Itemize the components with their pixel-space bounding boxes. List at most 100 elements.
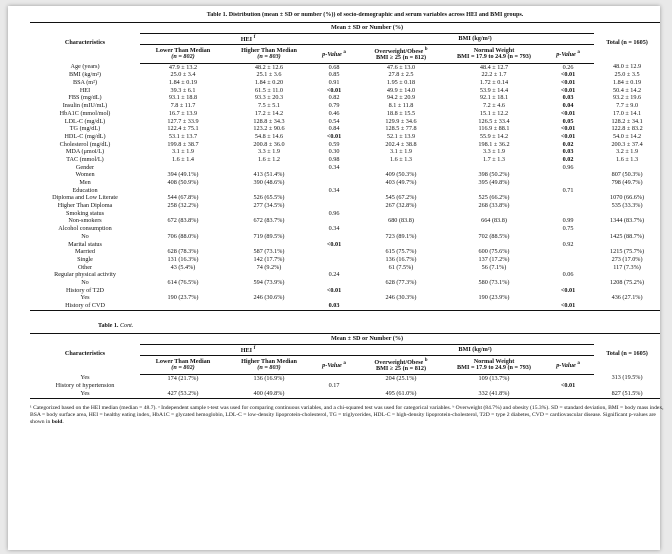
cell-overweight: 202.4 ± 38.8 — [385, 140, 417, 148]
cell-lower: 427 (53.2%) — [140, 390, 226, 400]
cell-pvalue-hei: 0.34 — [328, 163, 340, 171]
cell-normal: 48.4 ± 12.7 — [479, 63, 509, 71]
header-pvalue-bmi: p-Value a — [542, 44, 595, 64]
cell-pvalue-hei: 0.34 — [328, 225, 340, 233]
cell-total: 1070 (66.6%) — [610, 194, 645, 202]
cell-pvalue-hei: 0.79 — [328, 102, 340, 110]
cell-pvalue-bmi: <0.01 — [560, 286, 576, 294]
table-row: No 614 (76.5%) 594 (73.9%) 628 (77.3%) 580 (… — [30, 279, 660, 287]
cell-total: 17.0 ± 14.1 — [612, 110, 642, 117]
cell-higher — [226, 225, 312, 233]
cell-higher: 25.1 ± 3.6 — [256, 71, 282, 79]
row-label: TG (mg/dL) — [69, 125, 101, 133]
cont-header-higher: Higher Than Median (n = 803) — [226, 355, 312, 375]
row-label: History of CVD — [30, 302, 140, 312]
cell-total: 200.3 ± 37.4 — [611, 140, 643, 148]
cell-pvalue-hei — [312, 256, 356, 264]
main-table: Characteristics Mean ± SD or Number (%) … — [30, 22, 661, 312]
cell-higher — [226, 287, 312, 295]
cell-lower: 544 (67.8%) — [167, 194, 199, 202]
cell-pvalue-hei: 0.24 — [328, 271, 340, 279]
cell-pvalue-hei — [312, 249, 356, 257]
header-bmi: BMI (kg/m²) — [356, 33, 595, 45]
table-row: MDA (μmol/L) 3.1 ± 1.9 3.3 ± 1.9 0.30 3.1 ± … — [30, 149, 660, 157]
cell-total: 807 (50.3%) — [611, 171, 643, 179]
cell-lower: 628 (78.3%) — [167, 248, 199, 256]
row-label: Yes — [80, 374, 90, 382]
cell-pvalue-hei: 0.59 — [328, 140, 340, 148]
cell-normal — [446, 383, 542, 391]
table-row: BMI (kg/m²) 25.0 ± 3.4 25.1 ± 3.6 0.85 27.8 … — [30, 72, 660, 80]
cell-higher: 142 (17.7%) — [253, 256, 285, 263]
cell-total: 54.0 ± 14.2 — [612, 133, 642, 140]
cell-overweight — [356, 383, 446, 391]
cell-normal: 126.5 ± 33.4 — [478, 117, 510, 125]
cell-lower — [140, 383, 226, 391]
cell-total: 3.2 ± 1.9 — [616, 148, 639, 156]
table-row: Other 43 (5.4%) 74 (9.2%) 61 (7.5%) 56 (7.1%… — [30, 264, 660, 272]
cell-total: 1425 (88.7%) — [610, 233, 645, 240]
cell-pvalue-bmi — [542, 295, 594, 303]
cell-pvalue-hei — [312, 390, 356, 400]
row-label: LDL-C (mg/dL) — [64, 117, 106, 125]
row-label: HDL-C (mg/dL) — [64, 133, 106, 140]
cell-higher: 7.5 ± 5.1 — [258, 102, 280, 110]
row-label: Education — [72, 187, 98, 194]
table-row: Single 131 (16.3%) 142 (17.7%) 136 (16.7%) 1… — [30, 256, 660, 264]
cell-higher: 1.6 ± 1.2 — [258, 156, 280, 163]
cell-overweight: 61 (7.5%) — [388, 263, 414, 271]
cell-total: 436 (27.1%) — [611, 294, 643, 302]
table-row: Yes 427 (53.2%) 400 (49.8%) 495 (61.0%) … — [30, 390, 661, 400]
cell-pvalue-hei — [312, 179, 356, 187]
cell-total: 122.8 ± 83.2 — [611, 125, 643, 133]
cell-overweight: 18.8 ± 15.5 — [386, 110, 416, 117]
cell-lower: 706 (88.0%) — [167, 233, 199, 240]
cell-overweight: 49.9 ± 14.0 — [386, 87, 416, 94]
cell-pvalue-hei — [312, 233, 356, 241]
table-row: Marital status <0.01 0.92 — [30, 241, 660, 249]
cell-total: 93.2 ± 19.6 — [612, 94, 642, 102]
cell-overweight: 128.5 ± 77.8 — [385, 125, 417, 133]
cell-pvalue-hei: 0.84 — [328, 125, 340, 133]
cell-pvalue-bmi: <0.01 — [560, 125, 576, 133]
cell-pvalue-hei — [312, 202, 356, 210]
cell-pvalue-bmi: <0.01 — [560, 71, 576, 79]
cell-pvalue-bmi: <0.01 — [560, 382, 576, 390]
cell-lower — [140, 225, 226, 233]
cell-normal: 198.1 ± 36.2 — [478, 140, 510, 148]
cell-overweight — [356, 164, 446, 172]
cell-overweight: 628 (77.3%) — [385, 279, 417, 286]
cell-total — [594, 164, 660, 172]
cell-higher: 413 (51.4%) — [253, 171, 285, 179]
cell-higher: 719 (89.5%) — [253, 233, 285, 240]
cell-lower: 3.1 ± 1.9 — [172, 148, 194, 156]
cont-header-normal: Normal Weight BMI = 17.9 to 24.9 (n = 793… — [446, 355, 542, 375]
cell-pvalue-bmi: 0.04 — [562, 102, 574, 110]
cont-table: Characteristics Mean ± SD or Number (%) … — [30, 333, 661, 400]
cell-pvalue-bmi: 0.02 — [562, 140, 574, 148]
cell-pvalue-hei: 0.17 — [328, 382, 340, 390]
cell-pvalue-hei: 0.03 — [312, 302, 356, 312]
cell-normal — [446, 272, 542, 280]
row-label: No — [81, 233, 89, 240]
cell-pvalue-bmi: <0.01 — [560, 79, 576, 87]
table-row: Smoking status 0.96 — [30, 210, 660, 218]
header-lower: Lower Than Median (n = 802) — [140, 44, 226, 64]
cell-total: 50.4 ± 14.2 — [612, 87, 642, 94]
cont-header-overweight: Overweight/Obese b BMI ≥ 25 (n = 812) — [356, 355, 446, 375]
cell-pvalue-bmi: 0.03 — [562, 148, 574, 156]
row-label: MDA (μmol/L) — [65, 148, 105, 156]
cell-normal: 702 (88.5%) — [478, 233, 510, 240]
table-row: Yes 174 (21.7%) 136 (16.9%) 204 (25.1%) … — [30, 375, 660, 383]
cell-lower — [140, 164, 226, 172]
row-label: HEI — [79, 87, 91, 94]
cell-overweight — [356, 287, 446, 295]
table-row: Diploma and Low Literate 544 (67.8%) 526 (… — [30, 195, 660, 203]
cell-overweight: 52.1 ± 13.9 — [386, 133, 416, 140]
table-row: Yes 190 (23.7%) 246 (30.6%) 246 (30.3%) 190 … — [30, 295, 660, 303]
row-label: Single — [77, 256, 93, 263]
cell-overweight: 129.9 ± 34.6 — [385, 117, 417, 125]
cell-pvalue-bmi — [542, 202, 594, 210]
cell-total: 1.6 ± 1.3 — [616, 156, 639, 163]
table-row: Men 408 (50.9%) 390 (48.6%) 403 (49.7%) 395 … — [30, 179, 660, 187]
